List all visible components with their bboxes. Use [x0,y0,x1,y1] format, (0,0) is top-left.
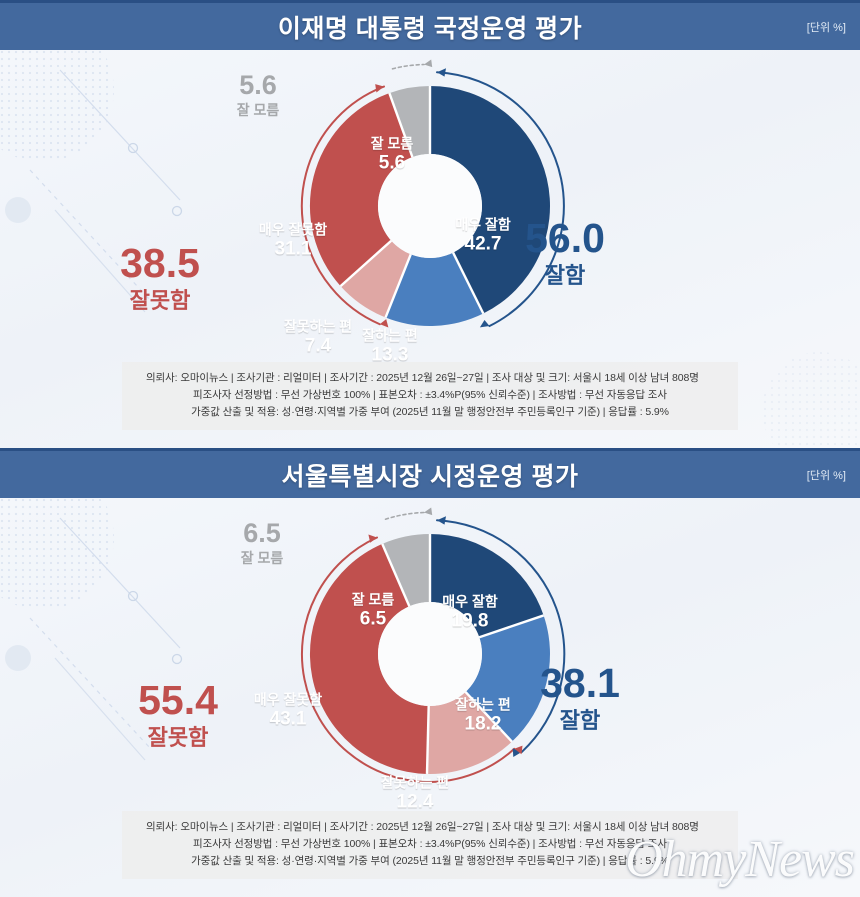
note-line-1: 의뢰사: 오마이뉴스 | 조사기관 : 리얼미터 | 조사기간 : 2025년 … [146,372,699,384]
total-bad-label: 잘못함 [129,288,191,313]
slice-label-somewhat-bad: 잘못하는 편 7.4 [283,318,353,357]
total-good-value: 38.1 [540,660,620,706]
chart-area: 매우 잘함 42.7 잘하는 편 13.3 잘못하는 편 7.4 매우 잘못함 … [0,50,860,365]
note-line-2: 피조사자 선정방법 : 무선 가상번호 100% | 표본오차 : ±3.4%P… [193,838,667,850]
panel-header: 이재명 대통령 국정운영 평가 [단위 %] [0,0,860,50]
total-good: 38.1 잘함 [540,663,620,737]
slice-label-somewhat-bad: 잘못하는 편 12.4 [380,774,450,813]
unit-label: [단위 %] [806,469,846,482]
slice-label-somewhat-good: 잘하는 편 13.3 [362,327,418,366]
total-good-label: 잘함 [544,263,586,288]
note-line-2: 피조사자 선정방법 : 무선 가상번호 100% | 표본오차 : ±3.4%P… [193,389,667,401]
donut-chart [300,59,565,328]
survey-note: 의뢰사: 오마이뉴스 | 조사기관 : 리얼미터 | 조사기간 : 2025년 … [122,362,738,430]
total-bad-value: 55.4 [138,677,218,723]
total-good-label: 잘함 [559,708,601,733]
slice-label-dont-know: 잘 모름 5.6 [370,135,414,174]
total-bad: 55.4 잘못함 [138,680,218,754]
panel-seoul-mayor: 서울특별시장 시정운영 평가 [단위 %] [0,448,860,897]
note-line-3: 가중값 산출 및 적용: 성·연령·지역별 가중 부여 (2025년 11월 말… [191,855,669,867]
page-title: 서울특별시장 시정운영 평가 [281,462,579,491]
page-title: 이재명 대통령 국정운영 평가 [277,14,583,43]
panel-president: 이재명 대통령 국정운영 평가 [단위 %] [0,0,860,448]
panel-body: 매우 잘함 19.8 잘하는 편 18.2 잘못하는 편 12.4 매우 잘못함… [0,498,860,897]
slice-label-very-good: 매우 잘함 42.7 [455,216,511,255]
chart-area: 매우 잘함 19.8 잘하는 편 18.2 잘못하는 편 12.4 매우 잘못함… [0,498,860,812]
total-bad: 38.5 잘못함 [120,243,200,317]
unit-label: [단위 %] [806,21,846,34]
total-dont-know-label: 잘 모름 [240,550,284,566]
total-dont-know-label: 잘 모름 [236,102,280,118]
survey-note: 의뢰사: 오마이뉴스 | 조사기관 : 리얼미터 | 조사기간 : 2025년 … [122,811,738,879]
total-dont-know: 5.6 잘 모름 [237,72,280,123]
total-dont-know-value: 6.5 [243,518,281,548]
note-line-1: 의뢰사: 오마이뉴스 | 조사기관 : 리얼미터 | 조사기간 : 2025년 … [146,821,699,833]
total-dont-know: 6.5 잘 모름 [241,520,284,571]
donut-chart [300,507,566,784]
slice-label-very-bad: 매우 잘못함 43.1 [253,691,323,730]
slice-label-very-good: 매우 잘함 19.8 [442,593,498,632]
total-good: 56.0 잘함 [525,218,605,292]
total-dont-know-value: 5.6 [239,70,277,100]
note-line-3: 가중값 산출 및 적용: 성·연령·지역별 가중 부여 (2025년 11월 말… [191,406,669,418]
total-good-value: 56.0 [525,215,605,261]
slice-label-dont-know: 잘 모름 6.5 [351,591,395,630]
slice-label-very-bad: 매우 잘못함 31.1 [258,221,328,260]
total-bad-value: 38.5 [120,240,200,286]
panel-body: 매우 잘함 42.7 잘하는 편 13.3 잘못하는 편 7.4 매우 잘못함 … [0,50,860,448]
total-bad-label: 잘못함 [147,725,209,750]
panel-header: 서울특별시장 시정운영 평가 [단위 %] [0,448,860,498]
slice-label-somewhat-good: 잘하는 편 18.2 [455,696,511,735]
